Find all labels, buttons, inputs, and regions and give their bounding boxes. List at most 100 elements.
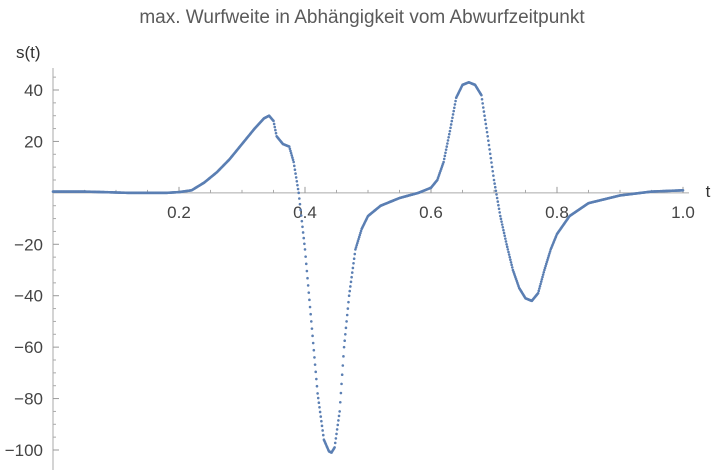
data-point <box>308 305 312 309</box>
y-tick-labels: −100 −80 −60 −40 −20 20 40 <box>5 81 43 460</box>
data-point <box>299 208 302 212</box>
data-point <box>538 284 542 288</box>
data-point <box>344 326 348 330</box>
data-point <box>354 248 357 251</box>
data-point <box>541 275 544 279</box>
data-point <box>274 131 278 135</box>
y-tick-label: −20 <box>14 235 43 254</box>
data-point <box>681 188 685 192</box>
data-point <box>504 240 508 243</box>
y-tick-label: 40 <box>24 81 43 100</box>
data-point <box>450 119 454 123</box>
data-point <box>451 116 454 120</box>
data-point <box>339 391 343 395</box>
data-point <box>505 245 509 249</box>
data-point <box>540 277 544 281</box>
data-point <box>510 263 513 267</box>
data-point <box>536 291 540 295</box>
data-point <box>345 313 349 317</box>
data-point <box>445 145 449 148</box>
data-point <box>334 437 338 440</box>
data-point <box>307 291 311 294</box>
data-point <box>318 410 322 414</box>
data-point <box>453 103 457 106</box>
data-point <box>498 211 501 214</box>
chart-title: max. Wurfweite in Abhängigkeit vom Abwur… <box>139 7 585 28</box>
data-point <box>538 287 541 290</box>
x-tick-label: 0.2 <box>167 203 191 222</box>
data-points <box>51 80 685 454</box>
data-point <box>547 254 551 257</box>
data-point <box>490 161 493 164</box>
data-point <box>319 415 323 418</box>
data-point <box>485 130 489 134</box>
data-point <box>317 401 321 404</box>
data-point <box>542 271 546 274</box>
data-point <box>543 266 547 270</box>
data-point <box>354 246 358 249</box>
data-point <box>349 285 352 288</box>
data-point <box>359 229 363 233</box>
data-point <box>320 424 324 428</box>
data-point <box>353 252 357 256</box>
x-tick-label: 0.8 <box>545 203 569 222</box>
data-point <box>274 128 277 132</box>
data-point <box>296 187 300 191</box>
data-point <box>300 219 304 223</box>
data-point <box>357 235 361 239</box>
data-point <box>351 266 355 270</box>
data-point <box>272 119 275 123</box>
data-point <box>480 93 483 97</box>
data-point <box>504 237 507 240</box>
data-point <box>345 320 348 323</box>
data-point <box>481 102 484 105</box>
data-point <box>346 307 350 310</box>
data-point <box>340 373 344 376</box>
data-point <box>318 406 321 409</box>
data-point <box>443 154 447 158</box>
data-point <box>303 242 306 246</box>
data-point <box>480 97 484 101</box>
data-point <box>343 339 346 343</box>
data-point <box>314 370 318 374</box>
data-point <box>509 260 513 264</box>
data-point <box>298 197 301 200</box>
data-point <box>316 392 319 395</box>
data-point <box>347 300 350 304</box>
data-point <box>487 143 491 147</box>
y-tick-label: −100 <box>5 441 43 460</box>
data-point <box>296 183 299 187</box>
data-point <box>492 174 495 177</box>
data-point <box>544 264 547 268</box>
data-point <box>338 410 341 413</box>
data-point <box>507 253 511 256</box>
y-tick-label: −80 <box>14 390 43 409</box>
data-point <box>294 172 297 175</box>
data-point <box>304 255 307 258</box>
y-axis-label: s(t) <box>16 43 41 62</box>
data-point <box>507 250 510 254</box>
data-point <box>537 289 541 293</box>
data-point <box>447 136 450 139</box>
data-point <box>306 284 310 287</box>
data-point <box>349 280 353 284</box>
data-point <box>335 428 339 431</box>
data-point <box>350 275 353 279</box>
data-point <box>320 419 323 423</box>
data-point <box>448 129 452 133</box>
data-point <box>497 207 501 211</box>
data-point <box>291 158 295 162</box>
data-point <box>292 164 296 168</box>
data-point <box>543 268 546 272</box>
y-tick-label: −40 <box>14 287 43 306</box>
data-point <box>506 248 510 251</box>
data-point <box>496 200 500 203</box>
data-point <box>355 241 359 245</box>
minor-ticks <box>53 76 652 438</box>
data-point <box>546 258 549 262</box>
data-point <box>444 148 448 151</box>
data-point <box>449 126 452 130</box>
data-point <box>509 258 512 262</box>
major-ticks <box>53 89 684 451</box>
data-point <box>500 223 504 226</box>
